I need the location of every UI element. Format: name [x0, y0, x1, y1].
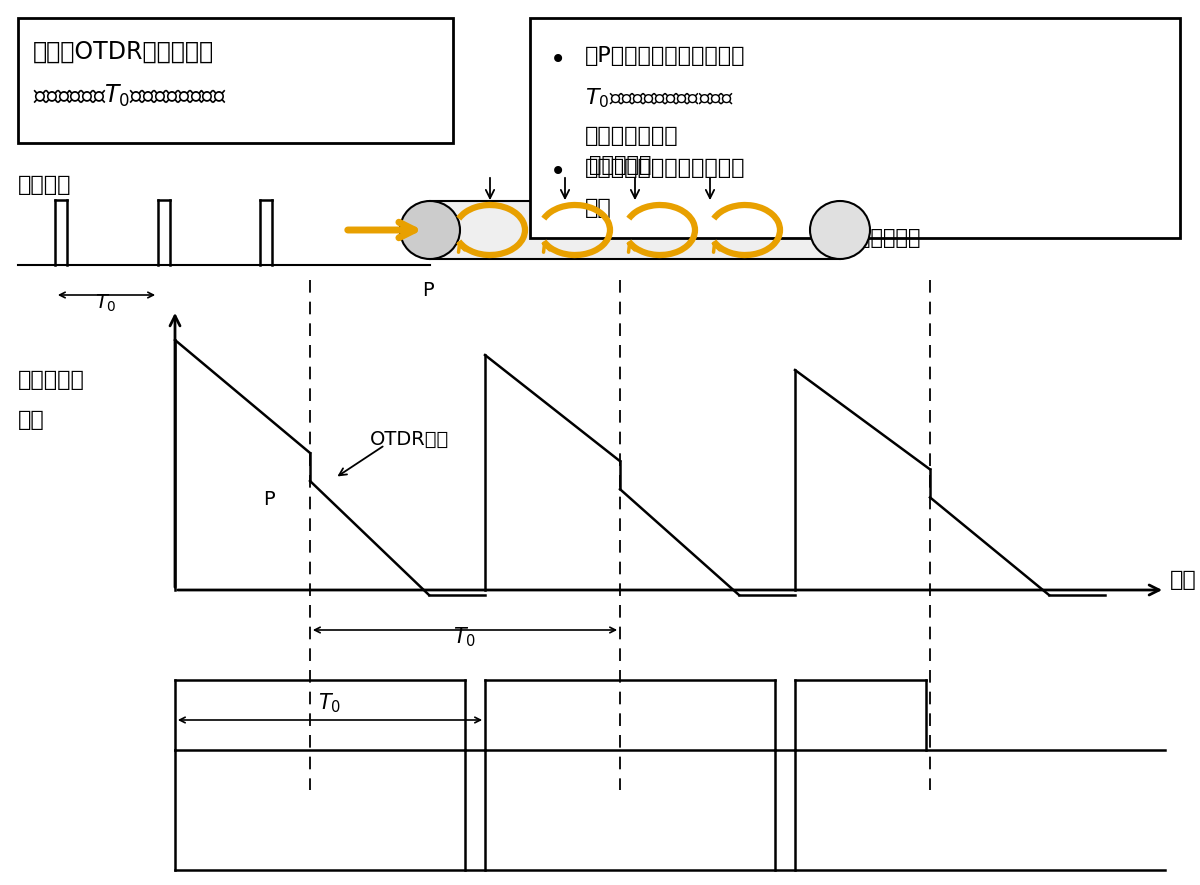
Text: 後方散乱光: 後方散乱光 [589, 155, 652, 175]
Text: 電力: 電力 [18, 410, 44, 430]
Text: $T_0$: $T_0$ [95, 293, 116, 314]
Text: 光パルス: 光パルス [18, 175, 72, 195]
Bar [530, 18, 1180, 238]
Text: 従来のOTDR測定技術：: 従来のOTDR測定技術： [34, 40, 214, 64]
Text: $T_0$: $T_0$ [454, 625, 476, 649]
Text: 取得できない。: 取得できない。 [586, 126, 679, 146]
Text: 困難: 困難 [586, 198, 612, 218]
Text: P: P [263, 490, 275, 509]
Text: P: P [422, 281, 433, 300]
Text: 後方散乱光: 後方散乱光 [18, 370, 85, 390]
Text: 従って高速な振動の検出は: 従って高速な振動の検出は [586, 158, 745, 178]
Text: •: • [550, 46, 566, 74]
Text: $T_0$間隔の離散的な情報しか: $T_0$間隔の離散的な情報しか [586, 86, 734, 110]
Text: •: • [550, 158, 566, 186]
Ellipse shape [810, 201, 870, 259]
Bar [430, 201, 840, 259]
Text: 繰り返し周期$T_0$の光パルスを入力: 繰り返し周期$T_0$の光パルスを入力 [34, 83, 227, 109]
Text: 時間: 時間 [1170, 570, 1196, 590]
Text: $T_0$: $T_0$ [318, 691, 342, 715]
Ellipse shape [400, 201, 460, 259]
Text: OTDR波形: OTDR波形 [370, 430, 449, 449]
Text: 点Pに関する情報は，時間: 点Pに関する情報は，時間 [586, 46, 745, 66]
Bar [18, 18, 454, 143]
Text: 光ファイバ: 光ファイバ [858, 228, 920, 248]
